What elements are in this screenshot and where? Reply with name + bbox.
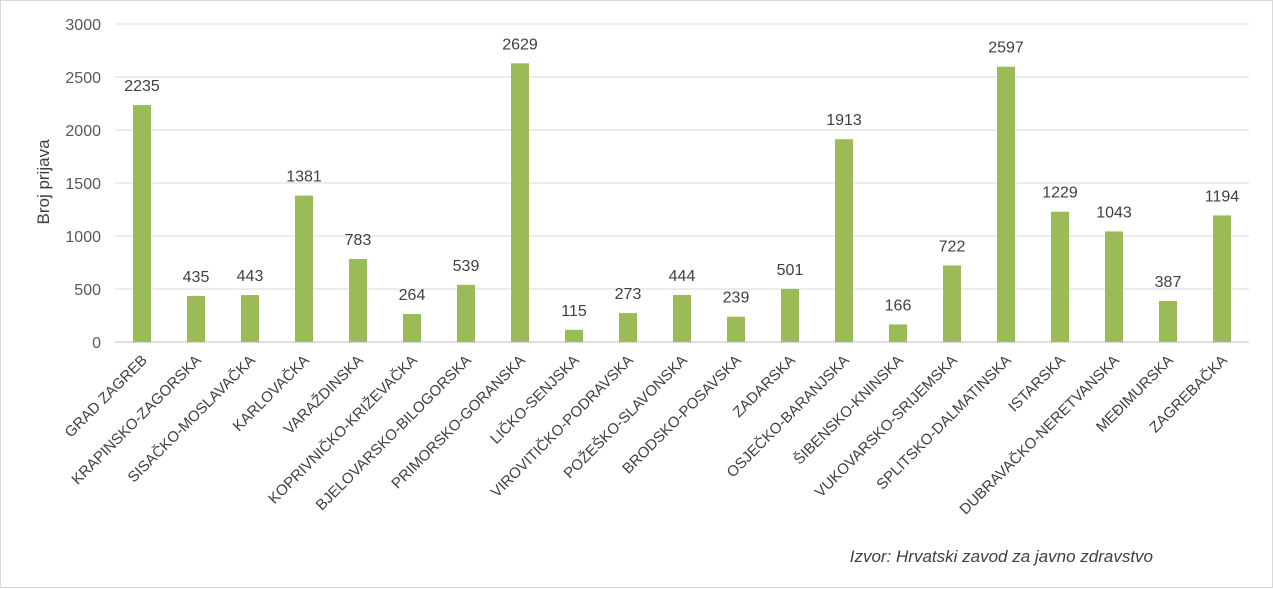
data-labels: 2235 435 443 1381 783 264 539 2629 115 273 444 239 5… — [124, 36, 1239, 319]
bar — [727, 316, 745, 342]
bar — [997, 66, 1015, 342]
y-tick-label: 1500 — [65, 176, 101, 193]
data-label: 1043 — [1096, 204, 1132, 221]
data-label: 435 — [183, 269, 210, 286]
bar — [673, 294, 691, 342]
data-label: 783 — [345, 232, 372, 249]
bar — [1051, 211, 1069, 342]
data-label: 1229 — [1042, 185, 1078, 202]
y-tick-label: 2000 — [65, 123, 101, 140]
data-label: 115 — [561, 303, 587, 320]
data-label: 166 — [885, 297, 912, 314]
data-label: 239 — [723, 290, 750, 307]
y-axis-title: Broj prijava — [34, 139, 53, 225]
bar — [295, 195, 313, 342]
bars — [133, 63, 1231, 343]
bar — [835, 139, 853, 342]
data-label: 2235 — [124, 78, 160, 95]
data-label: 1381 — [286, 169, 322, 186]
source-note: Izvor: Hrvatski zavod za javno zdravstvo — [850, 547, 1153, 566]
bar — [403, 314, 421, 342]
data-label: 2629 — [502, 36, 538, 53]
bar — [457, 284, 475, 342]
y-tick-label: 0 — [92, 335, 101, 352]
y-tick-label: 3000 — [65, 17, 101, 34]
x-axis-categories: GRAD ZAGREBKRAPINSKO-ZAGORSKASISAČKO-MOS… — [62, 352, 1231, 518]
gridlines — [115, 23, 1249, 343]
bar — [565, 329, 583, 342]
data-label: 1194 — [1205, 188, 1240, 205]
bar — [241, 295, 259, 342]
bar — [619, 313, 637, 342]
data-label: 444 — [669, 268, 696, 285]
data-label: 539 — [453, 258, 480, 275]
bar — [187, 295, 205, 342]
y-tick-label: 500 — [74, 282, 101, 299]
bar — [889, 324, 907, 342]
bar — [1159, 300, 1177, 342]
data-label: 2597 — [988, 40, 1024, 57]
data-label: 1913 — [826, 112, 862, 129]
bar — [511, 63, 529, 343]
bar — [1213, 215, 1231, 342]
bar — [349, 259, 367, 342]
bar — [133, 105, 151, 342]
y-tick-label: 1000 — [65, 229, 101, 246]
bar — [943, 265, 961, 342]
data-label: 722 — [939, 238, 966, 255]
y-tick-label: 2500 — [65, 70, 101, 87]
data-label: 387 — [1155, 274, 1182, 291]
y-axis-ticks: 0 500 1000 1500 2000 2500 3000 — [65, 17, 101, 352]
data-label: 264 — [399, 287, 426, 304]
bar — [781, 288, 799, 342]
data-label: 443 — [237, 268, 264, 285]
data-label: 501 — [777, 262, 804, 279]
data-label: 273 — [615, 286, 642, 303]
bar — [1105, 231, 1123, 342]
